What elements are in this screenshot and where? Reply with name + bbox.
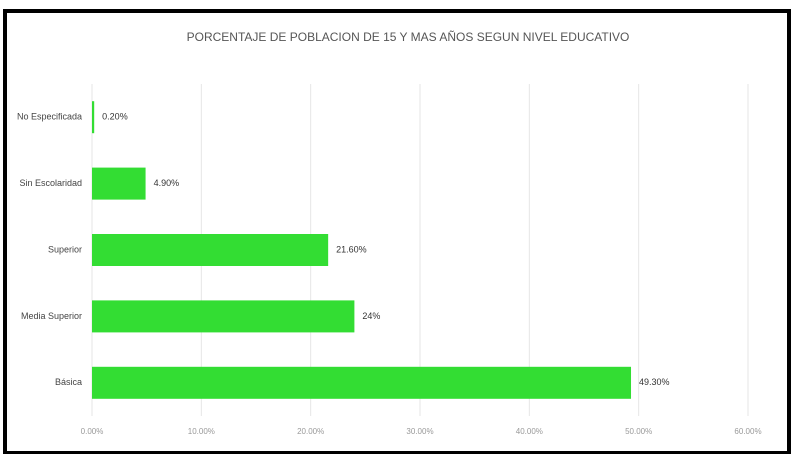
x-tick-label: 20.00% [297,427,324,436]
bar [92,366,632,399]
y-tick-label: Básica [55,377,82,387]
x-tick-label: 60.00% [734,427,761,436]
y-tick-label: Sin Escolaridad [19,178,82,188]
x-tick-label: 30.00% [406,427,433,436]
value-label: 21.60% [336,244,367,254]
x-tick-label: 50.00% [625,427,652,436]
chart-title: PORCENTAJE DE POBLACION DE 15 Y MAS AÑOS… [187,30,630,44]
bar [92,101,95,134]
y-tick-label: Superior [48,244,82,254]
y-tick-label: Media Superior [21,311,82,321]
bar [92,234,329,266]
value-label: 24% [362,311,380,321]
value-label: 4.90% [154,178,180,188]
y-tick-label: No Especificada [17,112,82,122]
x-tick-label: 10.00% [188,427,215,436]
bar [92,167,146,200]
x-tick-label: 40.00% [516,427,543,436]
value-label: 49.30% [639,377,670,387]
bar [92,300,355,333]
value-label: 0.20% [102,112,128,122]
x-tick-label: 0.00% [81,427,104,436]
